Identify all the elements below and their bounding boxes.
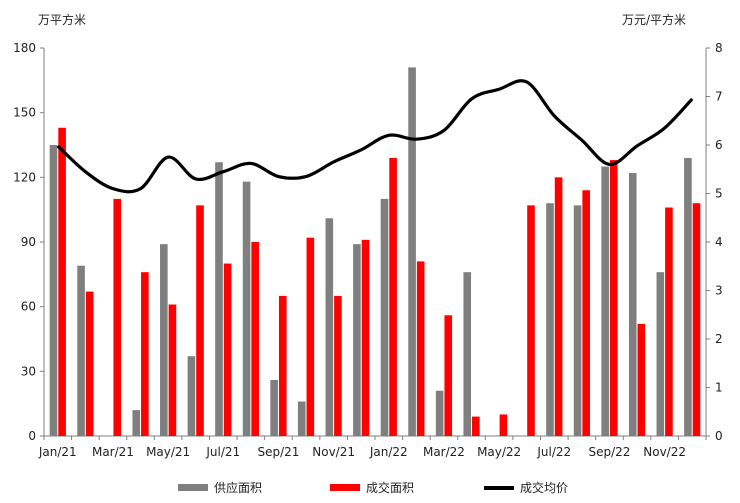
left-tick-label: 150 xyxy=(13,106,36,120)
left-tick-label: 120 xyxy=(13,170,36,184)
right-tick-label: 1 xyxy=(715,381,723,395)
legend-label-price: 成交均价 xyxy=(520,480,568,495)
legend-label-deal: 成交面积 xyxy=(366,480,414,495)
right-tick-label: 3 xyxy=(715,284,723,298)
bar-supply xyxy=(325,218,334,436)
bar-supply xyxy=(132,410,141,436)
bar-deal xyxy=(582,190,590,436)
bar-deal xyxy=(637,323,646,436)
x-tick-label: Mar/21 xyxy=(92,445,134,459)
x-tick-label: Sep/21 xyxy=(257,445,299,459)
bar-deal xyxy=(58,127,66,436)
right-tick-label: 7 xyxy=(715,90,723,104)
bar-deal xyxy=(527,205,535,436)
bar-deal xyxy=(361,239,370,436)
bar-supply xyxy=(77,265,85,436)
bar-supply xyxy=(49,145,58,436)
bar-deal xyxy=(85,291,94,436)
right-tick-label: 6 xyxy=(715,138,723,152)
bar-supply xyxy=(187,356,196,436)
bar-deal xyxy=(251,242,259,436)
bar-deal xyxy=(334,295,342,436)
bar-deal xyxy=(609,160,618,437)
bar-supply xyxy=(270,379,278,436)
bar-supply xyxy=(297,401,306,436)
bar-deal xyxy=(499,414,508,436)
bar-deal xyxy=(389,157,397,436)
bar-deal xyxy=(278,295,287,436)
x-tick-label: Jul/22 xyxy=(536,445,571,459)
bar-deal xyxy=(665,207,673,436)
left-tick-label: 30 xyxy=(21,364,36,378)
bar-deal xyxy=(472,416,480,436)
legend-swatch-supply xyxy=(178,484,208,491)
bar-deal xyxy=(168,304,177,436)
x-tick-label: May/22 xyxy=(477,445,521,459)
right-tick-label: 2 xyxy=(715,332,723,346)
x-tick-label: Sep/22 xyxy=(588,445,630,459)
bar-supply xyxy=(435,390,444,436)
left-tick-label: 60 xyxy=(21,300,36,314)
left-tick-label: 180 xyxy=(13,41,36,55)
bar-deal xyxy=(113,198,122,436)
right-tick-label: 4 xyxy=(715,235,723,249)
bar-supply xyxy=(656,272,665,436)
bar-supply xyxy=(408,67,416,437)
left-axis-unit: 万平方米 xyxy=(38,12,86,27)
bar-supply xyxy=(215,162,223,436)
left-tick-label: 0 xyxy=(28,429,36,443)
x-tick-label: Nov/21 xyxy=(312,445,355,459)
bar-supply xyxy=(242,181,251,436)
left-tick-label: 90 xyxy=(21,235,36,249)
right-tick-label: 8 xyxy=(715,41,723,55)
legend-label-supply: 供应面积 xyxy=(214,480,262,495)
x-tick-label: Nov/22 xyxy=(643,445,686,459)
right-tick-label: 0 xyxy=(715,429,723,443)
plot-area: 0 30 60 90 120 150 180 0 1 2 3 4 5 6 7 8 Jan/21 Mar/21 May… xyxy=(13,41,723,459)
bar-supply xyxy=(160,244,168,436)
bar-deal xyxy=(306,237,315,436)
bar-deal xyxy=(692,203,701,436)
bar-deal xyxy=(196,205,204,436)
bar-supply xyxy=(601,166,609,437)
bar-deal xyxy=(554,177,563,437)
line-price xyxy=(56,79,694,194)
bar-supply xyxy=(573,205,582,436)
bar-supply xyxy=(684,157,692,436)
bar-supply xyxy=(628,173,637,436)
bar-supply xyxy=(463,272,472,436)
right-axis-unit: 万元/平方米 xyxy=(622,12,686,27)
legend: 供应面积 成交面积 成交均价 xyxy=(178,480,568,495)
bar-supply xyxy=(380,198,389,436)
right-tick-label: 5 xyxy=(715,187,723,201)
bar-supply xyxy=(353,244,361,436)
x-tick-label: May/21 xyxy=(146,445,190,459)
bar-deal xyxy=(223,263,232,436)
x-tick-label: Jul/21 xyxy=(205,445,240,459)
legend-swatch-deal xyxy=(330,484,360,491)
x-tick-label: Mar/22 xyxy=(423,445,465,459)
x-tick-label: Jan/22 xyxy=(369,445,408,459)
bar-deal xyxy=(416,261,425,436)
bar-deal xyxy=(141,272,149,436)
bar-deal xyxy=(444,315,453,436)
bar-supply xyxy=(546,203,554,436)
x-tick-label: Jan/21 xyxy=(38,445,77,459)
